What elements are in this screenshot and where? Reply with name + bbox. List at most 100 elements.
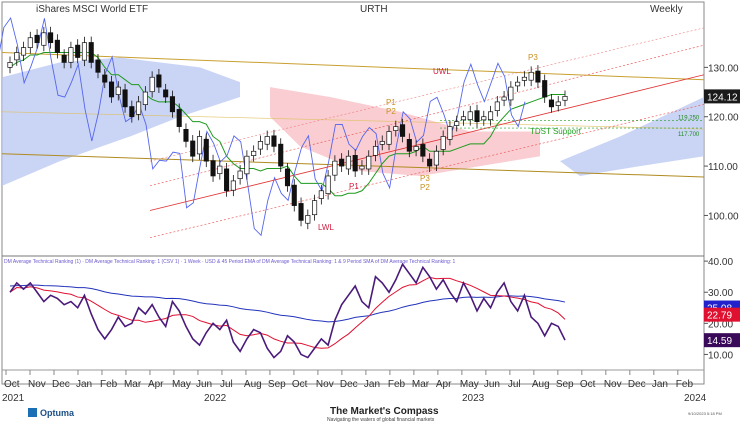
candle-body	[312, 200, 318, 216]
candle-body	[224, 168, 230, 192]
time-axis-label: Sep	[556, 379, 574, 390]
regression-channel-center	[149, 74, 705, 211]
uwl-line	[149, 27, 705, 162]
upper-trendline	[1, 52, 705, 81]
candle-body	[156, 74, 162, 88]
candle-body	[149, 76, 155, 93]
candle-body	[528, 71, 534, 81]
ranking-line	[9, 262, 566, 359]
candle-body	[562, 96, 568, 101]
time-axis-label: Apr	[436, 379, 452, 390]
candle-body	[122, 89, 128, 108]
candle-body	[325, 175, 331, 194]
candle-body	[454, 121, 460, 126]
candle-body	[332, 160, 338, 176]
candle-body	[129, 106, 135, 118]
chart-annotation: P3	[528, 53, 538, 62]
candle-body	[14, 52, 20, 61]
time-axis-label: Jul	[220, 379, 233, 390]
indicator-pane	[9, 262, 566, 359]
time-axis-label: Jul	[508, 379, 521, 390]
time-axis-label: Oct	[292, 379, 308, 390]
candle-body	[54, 39, 60, 53]
candle-body	[102, 74, 108, 83]
candle-body	[115, 86, 121, 95]
time-axis-label: Jan	[76, 379, 92, 390]
raw-value-tag	[704, 333, 740, 348]
last-price-value: 124.12	[707, 92, 738, 103]
indicator-axis-label: 10.00	[708, 350, 733, 361]
sma-value-tag-text: 22.79	[707, 311, 732, 322]
candle-body	[278, 143, 284, 167]
raw-value-tag-text: 14.59	[707, 336, 732, 347]
candle-body	[494, 101, 500, 111]
time-axis-label: Nov	[28, 379, 46, 390]
chart-frame	[1, 1, 705, 385]
candle-body	[271, 135, 277, 147]
candle-body	[20, 47, 27, 56]
indicator-legend: DM Average Technical Ranking (1) · DM Av…	[4, 259, 456, 265]
time-axis-label: Mar	[412, 379, 430, 390]
price-axis-label: 100.00	[708, 211, 739, 222]
candle-body	[95, 59, 101, 73]
candle-body	[339, 158, 345, 167]
candle-body	[433, 150, 439, 166]
ichimoku-cloud-bull	[2, 57, 240, 186]
ema-45-line	[9, 284, 566, 323]
candle-body	[210, 160, 216, 177]
candle-body	[68, 47, 74, 63]
time-axis-label: Dec	[52, 379, 70, 390]
candle-body	[190, 140, 196, 157]
candle-body	[27, 37, 33, 48]
chart-annotation: P2	[420, 183, 430, 192]
time-axis-label: Oct	[4, 379, 20, 390]
candle-body	[230, 180, 236, 191]
time-axis-label: Dec	[340, 379, 358, 390]
candle-body	[284, 168, 291, 187]
price-axis-label: 110.00	[708, 162, 738, 173]
candle-body	[440, 136, 446, 150]
chart-annotation: P2	[386, 107, 396, 116]
time-axis-label: Jan	[652, 379, 668, 390]
footer-brand: Optuma	[40, 408, 75, 418]
candle-body	[203, 138, 209, 162]
optuma-logo-icon	[28, 408, 37, 417]
candle-body	[501, 96, 507, 101]
time-axis-label: Sep	[268, 379, 286, 390]
chart-annotation: P3	[420, 174, 430, 183]
candle-body	[548, 99, 555, 108]
candle-body	[169, 96, 175, 113]
footer-tagline: Navigating the waters of global financia…	[327, 417, 435, 423]
sma-value-tag	[704, 307, 740, 322]
mid-trendline	[1, 111, 705, 130]
chart-annotation: LWL	[318, 223, 334, 232]
candle-body	[196, 136, 203, 155]
candle-body	[163, 89, 169, 98]
candle-body	[291, 184, 297, 206]
year-label: 2024	[684, 393, 707, 404]
candle-body	[521, 76, 527, 81]
candle-body	[345, 155, 351, 170]
candle-body	[359, 165, 365, 170]
candle-body	[413, 145, 419, 151]
time-axis-label: May	[172, 379, 191, 390]
support-level-label: 117.700	[678, 132, 700, 138]
time-axis-label: Feb	[676, 379, 694, 390]
time-axis-label: Aug	[244, 379, 262, 390]
year-label: 2023	[462, 393, 485, 404]
candle-body	[386, 131, 392, 145]
candle-body	[460, 116, 467, 121]
candle-body	[298, 203, 304, 221]
candle-body	[447, 126, 453, 140]
candle-body	[108, 81, 115, 98]
candle-body	[535, 70, 541, 83]
candle-body	[372, 145, 379, 156]
time-axis-label: Jun	[484, 379, 500, 390]
candle-body	[75, 44, 81, 58]
support-level-label: 119.250	[678, 115, 700, 121]
indicator-axis-label: 40.00	[708, 257, 733, 268]
candle-body	[487, 111, 494, 121]
candle-body	[244, 155, 250, 175]
